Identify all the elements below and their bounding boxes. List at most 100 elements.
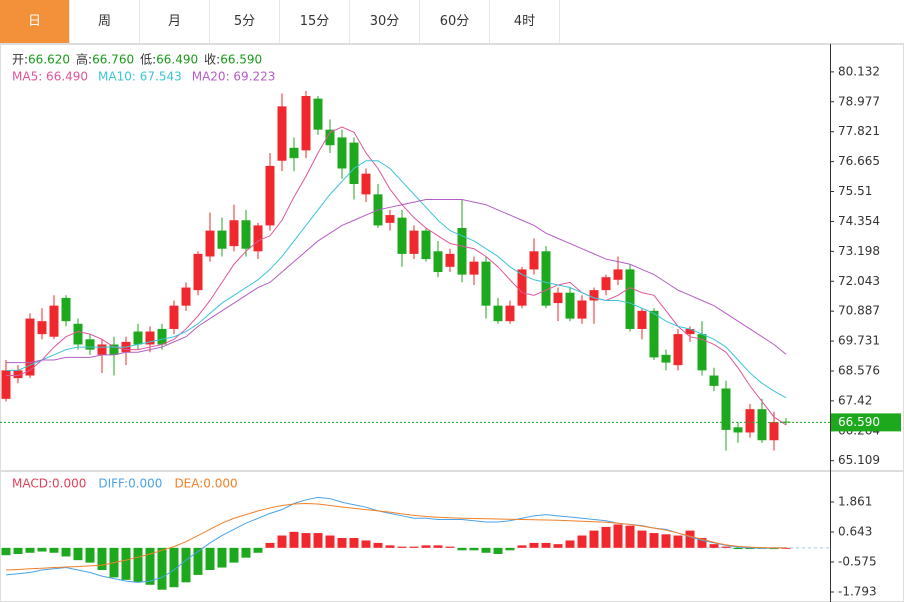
y-tick-label: 68.576 xyxy=(838,363,880,377)
info-value: 66.590 xyxy=(220,53,262,67)
candle-body xyxy=(145,331,155,345)
macd-bar xyxy=(145,547,155,585)
candle-body xyxy=(289,147,299,159)
candle-body xyxy=(37,321,47,335)
y-tick-label: 67.42 xyxy=(838,393,872,407)
candle-body xyxy=(241,220,251,249)
candle-body xyxy=(13,370,23,379)
macd-bar xyxy=(301,533,311,548)
y-tick-label: 69.731 xyxy=(838,334,880,348)
ma-legend: MA10: 67.543 xyxy=(98,70,182,84)
ma-line xyxy=(6,160,787,399)
macd-bar xyxy=(553,544,563,548)
macd-legend: MACD:0.000 xyxy=(12,477,86,491)
macd-bar xyxy=(313,533,323,548)
candle-body xyxy=(133,331,143,345)
ma-legend: MA5: 66.490 xyxy=(12,70,88,84)
candle-body xyxy=(757,409,767,441)
macd-bar xyxy=(37,547,47,552)
candle-body xyxy=(493,305,503,322)
macd-bar xyxy=(577,535,587,548)
period-tab[interactable]: 60分 xyxy=(420,0,490,43)
period-tab[interactable]: 30分 xyxy=(350,0,420,43)
macd-bar xyxy=(85,547,95,563)
macd-bar xyxy=(457,547,467,551)
candle-body xyxy=(637,310,647,329)
y-tick-label: 73.198 xyxy=(838,244,880,258)
candle-body xyxy=(589,290,599,301)
candle-body xyxy=(361,173,371,195)
macd-bar xyxy=(589,530,599,548)
macd-bar xyxy=(421,545,431,548)
candle-body xyxy=(217,230,227,249)
macd-bar xyxy=(289,531,299,548)
candle-body xyxy=(565,292,575,319)
macd-bar xyxy=(193,547,203,575)
macd-line xyxy=(5,503,786,571)
candle-body xyxy=(709,375,719,386)
info-label: 高: xyxy=(76,52,92,67)
period-tabs: 日周月 5分 15分 30分 60分 4时 xyxy=(0,0,904,44)
y-tick-label: 72.043 xyxy=(838,274,880,288)
last-price-label: 66.590 xyxy=(838,415,880,429)
candle-body xyxy=(313,98,323,130)
macd-bar xyxy=(73,547,83,561)
macd-bar xyxy=(205,547,215,571)
period-tab[interactable]: 15分 xyxy=(280,0,350,43)
candle-body xyxy=(85,339,95,350)
macd-bar xyxy=(481,547,491,553)
candle-body xyxy=(97,344,107,355)
macd-bar xyxy=(685,530,695,548)
candle-body xyxy=(301,96,311,151)
candle-body xyxy=(385,215,395,223)
y-tick-label: 74.354 xyxy=(838,214,880,228)
candle-body xyxy=(577,300,587,319)
y-tick-label: 70.887 xyxy=(838,304,880,318)
y-tick-label: 75.51 xyxy=(838,184,872,198)
period-tab[interactable]: 日 xyxy=(0,0,70,43)
period-tab[interactable]: 4时 xyxy=(490,0,560,43)
macd-bar xyxy=(133,547,143,583)
info-value: 66.620 xyxy=(28,53,70,67)
candle-body xyxy=(673,334,683,366)
macd-bar xyxy=(1,547,11,556)
y-tick-label: 65.109 xyxy=(838,453,880,467)
candle-body xyxy=(505,305,515,322)
y-tick-label: -0.575 xyxy=(838,555,877,569)
macd-bar xyxy=(445,546,455,548)
macd-bar xyxy=(769,547,779,550)
candle-body xyxy=(517,269,527,306)
period-tab[interactable]: 月 xyxy=(140,0,210,43)
candle-body xyxy=(421,230,431,260)
macd-bar xyxy=(229,547,239,563)
macd-bar xyxy=(241,547,251,558)
candle-body xyxy=(169,305,179,329)
candle-body xyxy=(697,334,707,371)
macd-bar xyxy=(517,545,527,548)
candle-body xyxy=(529,251,539,270)
macd-bar xyxy=(505,547,515,551)
macd-bar xyxy=(265,542,275,548)
macd-bar xyxy=(733,547,743,550)
candle-body xyxy=(61,297,71,322)
info-value: 66.490 xyxy=(156,53,198,67)
candle-body xyxy=(253,225,263,252)
candle-body xyxy=(325,129,335,146)
y-tick-label: 1.861 xyxy=(838,495,872,509)
macd-bar xyxy=(673,535,683,548)
candle-body xyxy=(433,251,443,273)
candle-body xyxy=(541,251,551,306)
macd-bar xyxy=(637,530,647,548)
macd-bar xyxy=(409,546,419,548)
ma-legend: MA20: 69.223 xyxy=(192,70,276,84)
y-tick-label: 78.977 xyxy=(838,94,880,108)
macd-bar xyxy=(169,547,179,588)
candle-body xyxy=(469,261,479,275)
macd-bar xyxy=(13,547,23,554)
period-tab[interactable]: 周 xyxy=(70,0,140,43)
macd-bar xyxy=(61,547,71,557)
macd-legend: DIFF:0.000 xyxy=(98,477,162,491)
period-tab[interactable]: 5分 xyxy=(210,0,280,43)
y-tick-label: 80.132 xyxy=(838,64,880,78)
